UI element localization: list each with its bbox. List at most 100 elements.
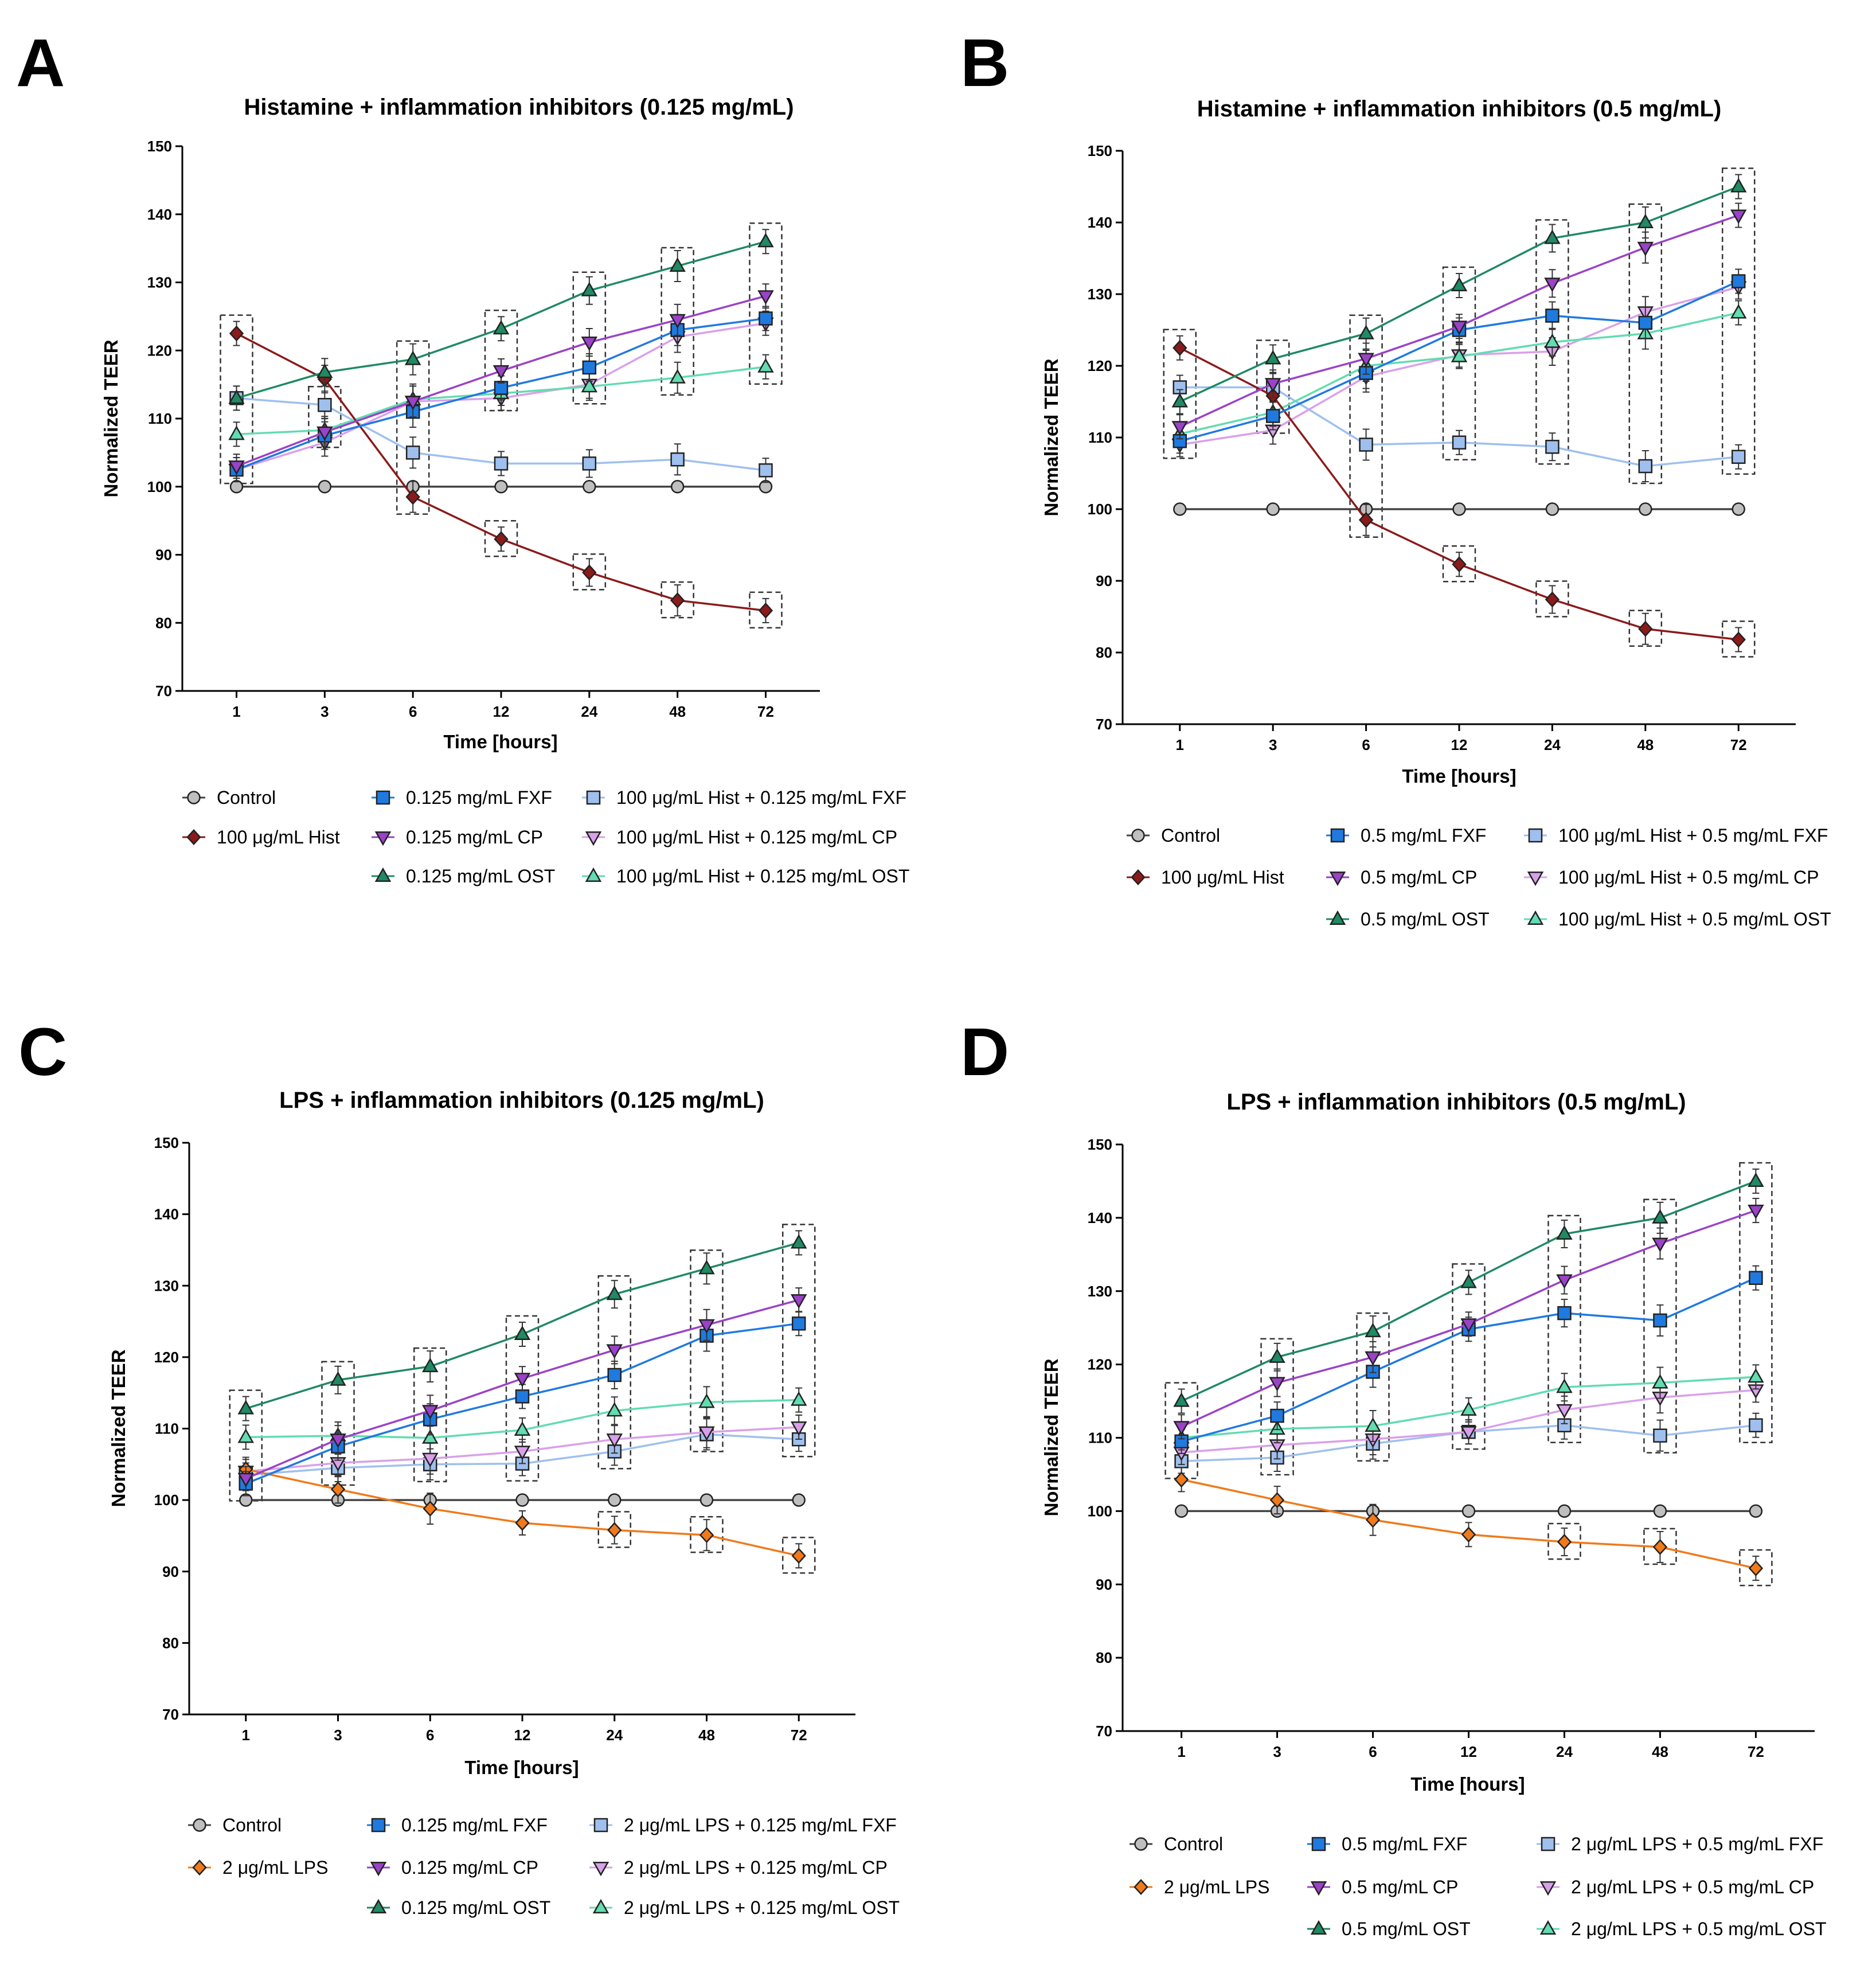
x-axis-label: Time [hours] [443, 731, 557, 752]
data-point [698, 1260, 715, 1275]
data-point [1652, 1539, 1668, 1555]
y-tick-label: 90 [1096, 1576, 1112, 1593]
data-point [1731, 274, 1746, 288]
legend-entry-fxf: 0.125 mg/mL FXF [367, 1815, 548, 1835]
y-tick-label: 100 [154, 1491, 179, 1509]
legend-entry-fxf: 0.5 mg/mL FXF [1307, 1834, 1467, 1854]
y-tick-label: 80 [162, 1634, 179, 1651]
data-point [582, 360, 597, 375]
data-point [1266, 502, 1280, 516]
x-tick-label: 6 [409, 703, 417, 720]
data-point [1171, 393, 1189, 408]
legend-label: 2 μg/mL LPS + 0.125 mg/mL CP [624, 1857, 888, 1878]
data-point [1451, 347, 1468, 362]
series-cp [237, 1287, 807, 1491]
y-tick-label: 80 [1096, 644, 1112, 661]
y-tick-label: 130 [1088, 286, 1112, 303]
data-point [1730, 304, 1747, 319]
data-point [1748, 1368, 1764, 1383]
data-point [494, 531, 509, 548]
legend-marker [1528, 828, 1543, 843]
data-point [1359, 437, 1373, 452]
legend-label: 100 μg/mL Hist + 0.5 mg/mL FXF [1558, 825, 1828, 846]
x-tick-label: 12 [514, 1726, 531, 1744]
significance-box [1349, 314, 1383, 538]
data-point [608, 1493, 622, 1507]
series-ost [1173, 1168, 1764, 1414]
y-tick-label: 100 [1088, 501, 1112, 518]
data-point [1460, 1273, 1477, 1288]
y-tick-label: 130 [154, 1277, 179, 1294]
data-point [422, 1357, 439, 1373]
legend-entry-ost-mix: 100 μg/mL Hist + 0.125 mg/mL OST [582, 866, 909, 886]
x-tick-label: 1 [1176, 736, 1184, 753]
data-point [1460, 1401, 1477, 1416]
legend-label: 0.5 mg/mL CP [1361, 867, 1477, 888]
chart-title: Histamine + inflammation inhibitors (0.5… [1197, 96, 1722, 122]
legend-entry-ost: 0.5 mg/mL OST [1326, 909, 1490, 929]
data-point [1545, 591, 1560, 608]
data-point [1637, 241, 1654, 256]
data-point [1365, 1351, 1381, 1366]
y-tick-label: 120 [154, 1349, 179, 1366]
legend-marker [1329, 910, 1346, 925]
legend-label: 100 μg/mL Hist + 0.125 mg/mL OST [616, 866, 909, 886]
legend-entry-fxf: 0.5 mg/mL FXF [1326, 825, 1486, 846]
y-tick-label: 150 [1088, 142, 1112, 159]
data-point [237, 1400, 255, 1415]
data-point [583, 480, 596, 494]
data-point [1731, 631, 1746, 648]
legend-entry-ost-mix: 2 μg/mL LPS + 0.5 mg/mL OST [1537, 1919, 1827, 1939]
data-point [1544, 278, 1561, 292]
x-tick-label: 72 [791, 1726, 807, 1744]
legend-label: 0.125 mg/mL CP [406, 827, 543, 847]
legend-marker [592, 1898, 609, 1914]
y-tick-label: 150 [154, 1134, 179, 1151]
y-tick-label: 110 [1088, 1429, 1112, 1447]
legend-marker [1310, 1881, 1327, 1896]
legend-marker [371, 1818, 386, 1833]
significance-box [690, 1249, 724, 1452]
data-point [514, 1325, 531, 1341]
data-point [1749, 1504, 1763, 1518]
legend-marker [186, 829, 201, 845]
y-tick-label: 70 [1096, 1722, 1112, 1740]
data-point [1264, 350, 1281, 365]
data-point [698, 1319, 715, 1334]
data-point [1653, 1313, 1667, 1328]
x-tick-label: 6 [1362, 736, 1370, 753]
legend-marker [585, 831, 602, 846]
legend-marker [370, 1861, 387, 1877]
data-point [237, 1472, 255, 1487]
data-point [670, 480, 685, 494]
legend-entry-fxf-mix: 2 μg/mL LPS + 0.125 mg/mL FXF [589, 1815, 897, 1835]
data-point [698, 1426, 715, 1441]
significance-box [1628, 203, 1663, 485]
legend-marker [1541, 1837, 1555, 1851]
y-tick-label: 140 [154, 1206, 179, 1223]
data-point [757, 358, 774, 373]
data-point [1638, 315, 1653, 330]
y-tick-label: 150 [1088, 1136, 1112, 1153]
x-tick-label: 3 [334, 1726, 342, 1744]
data-point [1638, 459, 1653, 474]
legend-marker [1539, 1881, 1557, 1896]
data-point [1270, 1408, 1284, 1423]
data-point [1358, 511, 1374, 528]
data-point [1544, 333, 1561, 348]
data-point [1265, 409, 1280, 423]
y-tick-label: 130 [1088, 1283, 1112, 1300]
legend-entry-lps: 2 μg/mL LPS [188, 1857, 328, 1878]
data-point [1557, 1504, 1572, 1518]
data-point [330, 1433, 346, 1448]
legend-entry-ost: 0.125 mg/mL OST [372, 866, 555, 886]
y-tick-label: 90 [162, 1563, 179, 1580]
legend-marker [585, 867, 602, 882]
legend-entry-fxf: 0.125 mg/mL FXF [372, 787, 552, 808]
significance-box [1442, 266, 1476, 460]
legend-label: 0.5 mg/mL OST [1342, 1919, 1471, 1939]
data-point [1557, 1534, 1572, 1550]
data-point [1264, 378, 1281, 393]
legend-entry-hist: 100 μg/mL Hist [1127, 867, 1284, 888]
legend-marker [1527, 910, 1544, 925]
